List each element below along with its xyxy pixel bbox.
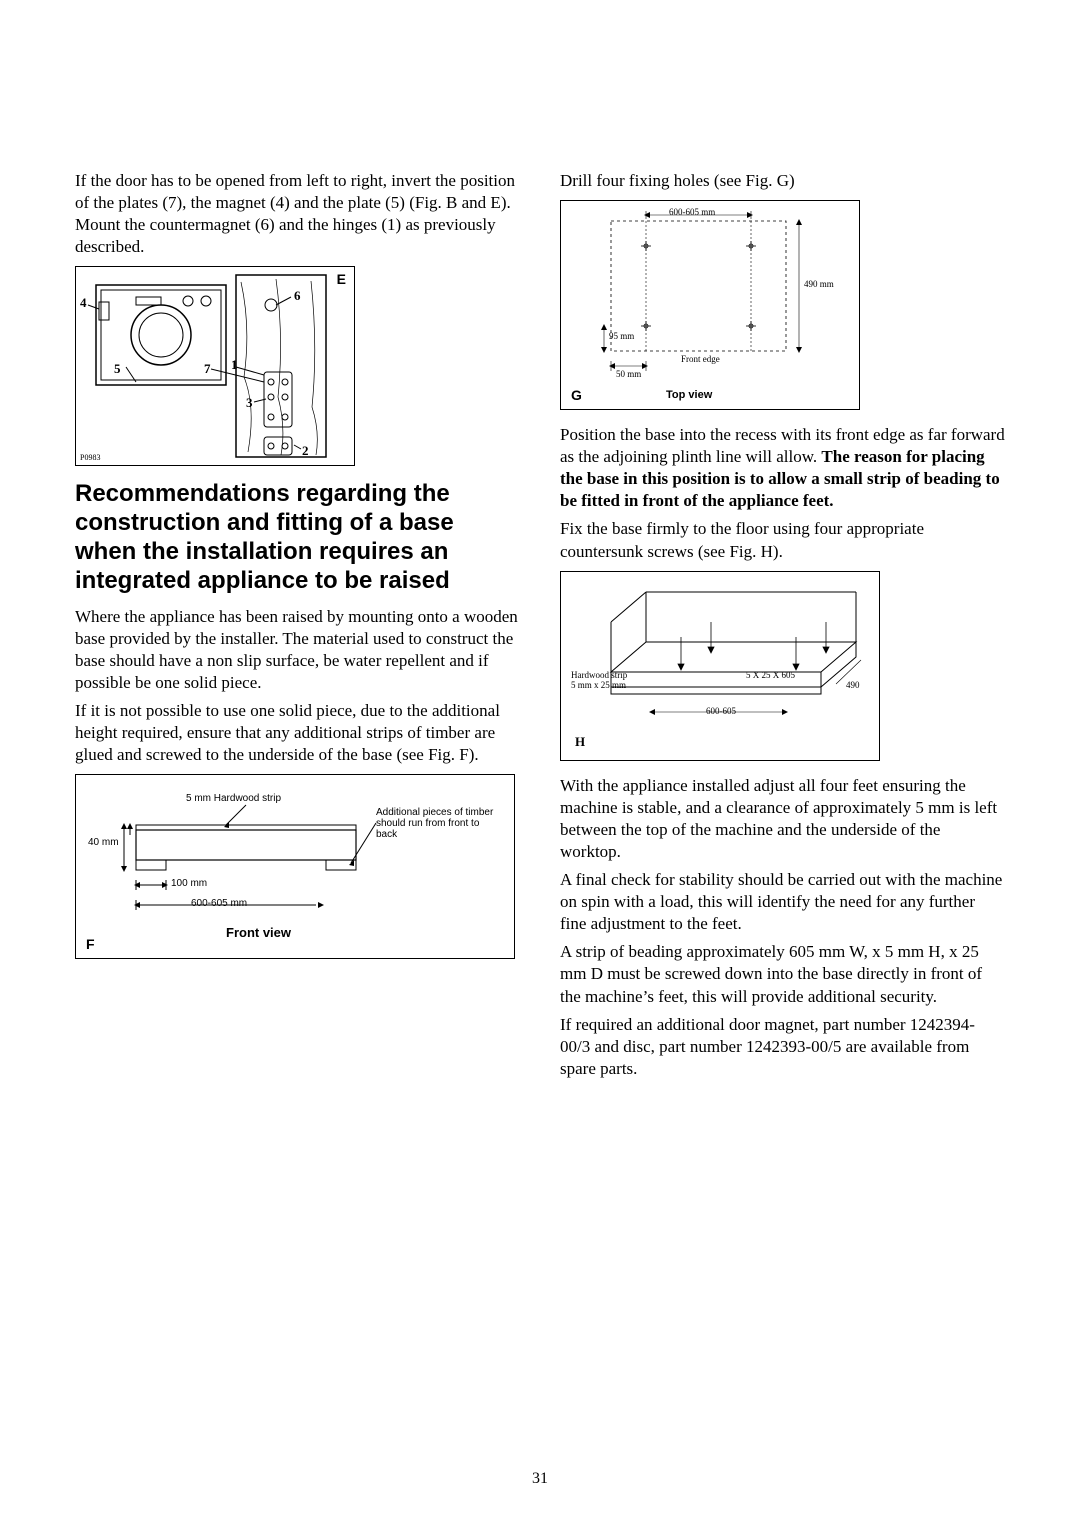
fig-f-100mm: 100 mm — [171, 878, 207, 889]
fig-g-frontedge: Front edge — [681, 354, 720, 364]
paragraph-2: Where the appliance has been raised by m… — [75, 606, 520, 694]
callout-1: 1 — [231, 357, 238, 373]
fig-g-caption: Top view — [666, 389, 712, 401]
callout-6: 6 — [294, 288, 301, 304]
fig-h-600: 600-605 — [706, 706, 736, 716]
fig-g-490: 490 mm — [804, 279, 834, 289]
fig-f-40mm: 40 mm — [88, 837, 119, 848]
section-heading: Recommendations regarding the constructi… — [75, 480, 520, 595]
fig-g-50: 50 mm — [616, 369, 641, 379]
paragraph-3: If it is not possible to use one solid p… — [75, 700, 520, 766]
two-column-layout: If the door has to be opened from left t… — [75, 170, 1005, 1086]
figure-f-svg — [76, 775, 512, 956]
left-column: If the door has to be opened from left t… — [75, 170, 520, 1086]
fig-f-600mm: 600-605 mm — [191, 898, 247, 909]
callout-5: 5 — [114, 361, 121, 377]
figure-h: Hardwood strip 5 mm x 25 mm 5 X 25 X 605… — [560, 571, 880, 761]
callout-4: 4 — [80, 295, 87, 311]
callout-3: 3 — [246, 395, 253, 411]
r-para7: If required an additional door magnet, p… — [560, 1014, 1005, 1080]
r-para6: A strip of beading approximately 605 mm … — [560, 941, 1005, 1007]
figure-e: E — [75, 266, 355, 466]
figure-e-code: P0983 — [80, 453, 100, 462]
r-para2: Position the base into the recess with i… — [560, 424, 1005, 512]
figure-h-svg — [561, 572, 877, 758]
figure-g-label: G — [571, 387, 582, 403]
fig-g-95: 95 mm — [609, 331, 634, 341]
fig-h-5x: 5 X 25 X 605 — [746, 670, 795, 680]
callout-2: 2 — [302, 443, 309, 459]
figure-g-svg — [561, 201, 857, 407]
figure-f-label: F — [86, 936, 95, 952]
fig-f-hardwood: 5 mm Hardwood strip — [186, 793, 281, 804]
fig-g-600: 600-605 mm — [669, 207, 715, 217]
r-para4: With the appliance installed adjust all … — [560, 775, 1005, 863]
figure-e-label: E — [337, 271, 346, 287]
fig-f-additional: Additional pieces of timber should run f… — [376, 807, 496, 840]
callout-7: 7 — [204, 361, 211, 377]
fig-h-hardwood: Hardwood strip — [571, 670, 627, 680]
right-column: Drill four fixing holes (see Fig. G) — [560, 170, 1005, 1086]
fig-h-hardwood2: 5 mm x 25 mm — [571, 680, 626, 690]
r-para3: Fix the base firmly to the floor using f… — [560, 518, 1005, 562]
fig-h-490: 490 — [846, 680, 860, 690]
r-para1: Drill four fixing holes (see Fig. G) — [560, 170, 1005, 192]
intro-paragraph: If the door has to be opened from left t… — [75, 170, 520, 258]
r-para5: A final check for stability should be ca… — [560, 869, 1005, 935]
figure-h-label: H — [575, 734, 585, 750]
figure-f: 5 mm Hardwood strip Additional pieces of… — [75, 774, 515, 959]
page-number: 31 — [532, 1470, 548, 1488]
figure-g: 600-605 mm 490 mm 95 mm 50 mm Front edge… — [560, 200, 860, 410]
fig-f-caption: Front view — [226, 925, 291, 940]
